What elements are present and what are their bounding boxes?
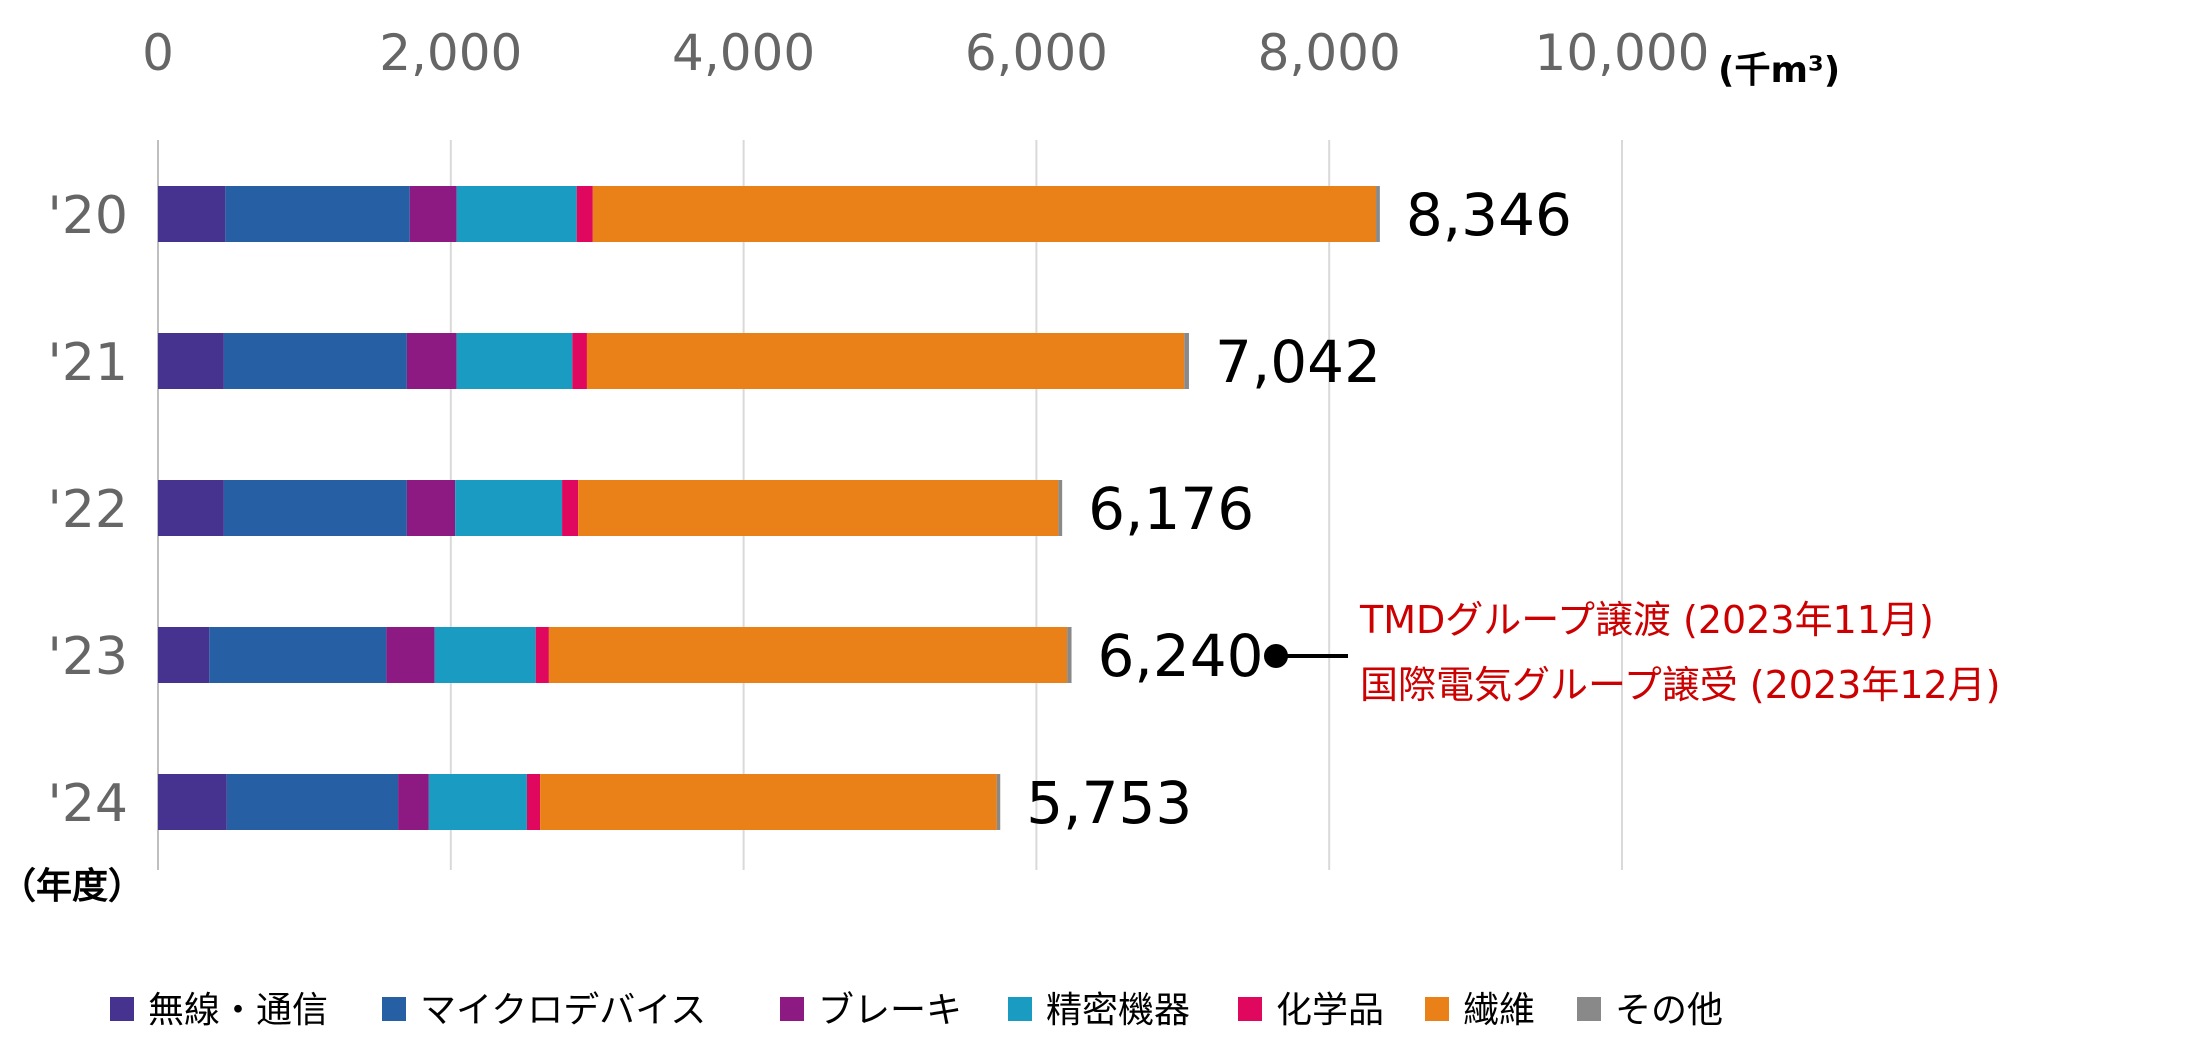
x-tick-label: 2,000: [379, 24, 522, 82]
bar-segment: [223, 480, 407, 536]
bar-segment: [158, 774, 227, 830]
bar-segment: [586, 333, 1185, 389]
bar-segment: [158, 480, 224, 536]
annotation-2023: TMDグループ譲渡 (2023年11月) 国際電気グループ譲受 (2023年12…: [1264, 598, 2001, 707]
legend-swatch: [1425, 997, 1449, 1021]
bar-segment: [226, 774, 399, 830]
x-tick-label: 10,000: [1535, 24, 1710, 82]
y-tick-label: '23: [48, 627, 128, 687]
x-unit-label: (千m³): [1718, 50, 1840, 91]
legend-swatch: [110, 997, 134, 1021]
legend-label: その他: [1615, 990, 1723, 1031]
bar-segment: [1067, 627, 1072, 683]
bar-segment: [535, 627, 549, 683]
bar-segment: [456, 186, 577, 242]
total-label: 5,753: [1026, 769, 1192, 837]
y-tick-label: '22: [48, 480, 128, 540]
bar-segment: [576, 186, 593, 242]
bar-segment: [398, 774, 429, 830]
y-unit-label: （年度）: [0, 866, 144, 907]
legend-label: 繊維: [1463, 990, 1535, 1031]
legend-swatch: [1008, 997, 1032, 1021]
bar-segment: [434, 627, 536, 683]
legend-label: 精密機器: [1046, 990, 1190, 1031]
legend-swatch: [382, 997, 406, 1021]
total-label: 8,346: [1406, 181, 1572, 249]
bar-segment: [578, 480, 1059, 536]
x-axis-ticks: 0 2,000 4,000 6,000 8,000 10,000: [142, 24, 1709, 82]
legend: 無線・通信 マイクロデバイス ブレーキ 精密機器 化学品 繊維 その他: [110, 990, 1723, 1031]
x-tick-label: 6,000: [965, 24, 1108, 82]
total-labels: 8,346 7,042 6,176 6,240 5,753: [1026, 181, 1572, 837]
x-tick-label: 0: [142, 24, 174, 82]
total-label: 6,176: [1088, 475, 1254, 543]
y-axis-ticks: '20 '21 '22 '23 '24: [48, 186, 128, 834]
bar-segment: [1058, 480, 1063, 536]
bar-segment: [996, 774, 1001, 830]
x-tick-label: 8,000: [1258, 24, 1401, 82]
total-label: 6,240: [1098, 622, 1264, 690]
legend-label: 無線・通信: [148, 990, 328, 1031]
legend-label: ブレーキ: [818, 990, 962, 1031]
bar-segment: [209, 627, 387, 683]
legend-swatch: [1577, 997, 1601, 1021]
bar-segment: [158, 186, 226, 242]
annotation-line-2: 国際電気グループ譲受 (2023年12月): [1360, 663, 2001, 707]
bar-segment: [223, 333, 407, 389]
bar-segments: [158, 186, 1380, 830]
legend-label: マイクロデバイス: [420, 990, 706, 1031]
x-tick-label: 4,000: [672, 24, 815, 82]
y-tick-label: '21: [48, 333, 128, 393]
bar-segment: [456, 333, 573, 389]
bar-segment: [455, 480, 563, 536]
bar-segment: [540, 774, 997, 830]
bar-segment: [428, 774, 527, 830]
annotation-line-1: TMDグループ譲渡 (2023年11月): [1359, 598, 1934, 642]
bar-segment: [548, 627, 1068, 683]
bar-segment: [526, 774, 541, 830]
bar-segment: [592, 186, 1377, 242]
bar-segment: [406, 333, 457, 389]
legend-swatch: [1238, 997, 1262, 1021]
bar-segment: [225, 186, 410, 242]
bar-segment: [386, 627, 435, 683]
legend-swatch: [780, 997, 804, 1021]
y-tick-label: '20: [48, 186, 128, 246]
bar-segment: [562, 480, 579, 536]
bar-segment: [409, 186, 457, 242]
bar-segment: [158, 627, 210, 683]
bar-segment: [158, 333, 224, 389]
bar-segment: [406, 480, 456, 536]
bar-segment: [1184, 333, 1189, 389]
bar-segment: [572, 333, 587, 389]
total-label: 7,042: [1215, 328, 1381, 396]
bar-segment: [1376, 186, 1380, 242]
y-tick-label: '24: [48, 774, 128, 834]
legend-label: 化学品: [1276, 990, 1384, 1031]
